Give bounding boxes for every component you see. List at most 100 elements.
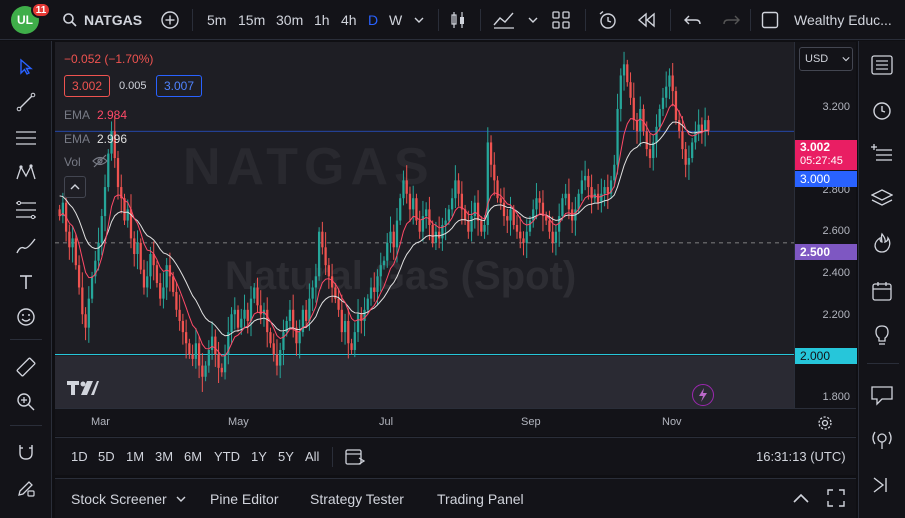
candle-body — [635, 120, 639, 132]
candle-body — [661, 97, 665, 109]
lock-drawing-tool[interactable] — [12, 474, 40, 502]
tab-stock-screener[interactable]: Stock Screener — [71, 490, 167, 507]
interval-1h[interactable]: 1h — [314, 12, 330, 28]
trendline-tool[interactable] — [12, 88, 40, 116]
zoom-tool[interactable] — [12, 388, 40, 416]
range-all[interactable]: All — [305, 449, 320, 464]
candle-body — [178, 309, 181, 321]
text-tool[interactable] — [12, 268, 40, 296]
chart-settings-button[interactable] — [817, 415, 833, 436]
ruler-tool[interactable] — [12, 353, 40, 381]
range-1d[interactable]: 1D — [71, 449, 88, 464]
expand-panel-button[interactable] — [792, 491, 810, 507]
tab-pine-editor[interactable]: Pine Editor — [210, 490, 279, 507]
chats-button[interactable] — [868, 381, 896, 409]
chart-pane[interactable]: NATGAS Natural Gas (Spot) −0.052 (−1.70%… — [55, 42, 857, 436]
price-axis[interactable]: USD 3.200 2.800 2.600 2.400 2.200 1.800 … — [794, 42, 857, 408]
candle-body — [506, 216, 509, 221]
maximize-panel-button[interactable] — [827, 489, 845, 510]
candle-body — [162, 287, 165, 299]
candle-body — [606, 187, 609, 194]
bid-price-box[interactable]: 3.002 — [64, 75, 110, 97]
candle-body — [340, 309, 343, 333]
tab-trading-panel[interactable]: Trading Panel — [437, 490, 524, 507]
utc-clock[interactable]: 16:31:13 (UTC) — [756, 449, 846, 464]
candle-body — [149, 254, 152, 277]
candle-body — [253, 287, 256, 299]
stock-screener-dropdown[interactable] — [176, 491, 186, 507]
time-axis[interactable]: Mar May Jul Sep Nov — [55, 408, 856, 436]
interval-d[interactable]: D — [368, 12, 379, 28]
ema-fast-value: 2.984 — [97, 108, 128, 122]
tab-strategy-tester[interactable]: Strategy Tester — [310, 490, 404, 507]
candle-body — [486, 142, 489, 225]
interval-dropdown[interactable] — [414, 0, 424, 40]
price-label-2200: 2.200 — [822, 309, 850, 321]
range-ytd[interactable]: YTD — [214, 449, 240, 464]
candle-body — [113, 131, 116, 159]
scripts-button[interactable] — [868, 471, 896, 499]
compare-symbol-button[interactable] — [160, 0, 180, 40]
alerts-button[interactable] — [868, 96, 896, 124]
alert-button[interactable] — [598, 0, 618, 40]
emoji-tool[interactable] — [12, 303, 40, 331]
range-5y[interactable]: 5Y — [278, 449, 294, 464]
layers-button[interactable] — [868, 184, 896, 212]
indicators-dropdown[interactable] — [528, 0, 538, 40]
range-1y[interactable]: 1Y — [251, 449, 267, 464]
magnet-tool[interactable] — [12, 438, 40, 466]
candle-body — [376, 276, 379, 292]
layouts-button[interactable] — [552, 0, 570, 40]
candle-body — [395, 220, 399, 248]
candles-icon — [451, 12, 464, 28]
ask-price-box[interactable]: 3.007 — [156, 75, 202, 97]
redo-button[interactable] — [722, 0, 740, 40]
candle-body — [554, 231, 558, 243]
range-1m[interactable]: 1M — [126, 449, 145, 464]
pattern-tool[interactable] — [12, 159, 40, 187]
watchlist-button[interactable] — [868, 51, 896, 79]
candle-body — [470, 216, 473, 232]
chart-type-button[interactable] — [449, 0, 467, 40]
streams-button[interactable] — [868, 426, 896, 454]
range-3m[interactable]: 3M — [155, 449, 174, 464]
volume-visibility-toggle[interactable] — [92, 154, 108, 173]
account-name[interactable]: Wealthy Educ... — [794, 12, 892, 28]
layout-toggle-button[interactable] — [761, 0, 779, 40]
indicators-button[interactable] — [493, 0, 515, 40]
time-label-sep: Sep — [521, 416, 541, 428]
interval-w[interactable]: W — [389, 12, 403, 28]
events-button[interactable] — [692, 384, 714, 406]
data-window-button[interactable] — [868, 140, 896, 168]
tradingview-logo[interactable] — [67, 380, 99, 401]
candle-body — [175, 291, 178, 310]
interval-30m[interactable]: 30m — [276, 12, 304, 28]
brush-tool[interactable] — [12, 232, 40, 260]
interval-5m[interactable]: 5m — [207, 12, 227, 28]
candle-body — [545, 216, 548, 221]
range-6m[interactable]: 6M — [184, 449, 203, 464]
undo-button[interactable] — [684, 0, 702, 40]
candle-body — [480, 220, 483, 232]
calendar-button[interactable] — [868, 277, 896, 305]
currency-selector[interactable]: USD — [799, 47, 853, 71]
fib-tool[interactable] — [12, 196, 40, 224]
symbol-search-button[interactable]: NATGAS — [62, 0, 142, 40]
candle-body — [155, 265, 159, 284]
candle-body — [295, 327, 298, 344]
range-5d[interactable]: 5D — [98, 449, 115, 464]
bar-countdown: 05:27:45 — [800, 155, 843, 167]
replay-button[interactable] — [637, 0, 657, 40]
horizontal-lines-tool[interactable] — [12, 124, 40, 152]
cursor-tool[interactable] — [12, 53, 40, 81]
collapse-legend-button[interactable] — [64, 176, 86, 198]
hotlists-button[interactable] — [868, 229, 896, 257]
ideas-button[interactable] — [868, 321, 896, 349]
interval-15m[interactable]: 15m — [238, 12, 266, 28]
interval-4h[interactable]: 4h — [341, 12, 357, 28]
time-label-mar: Mar — [91, 416, 110, 428]
goto-date-button[interactable] — [345, 447, 366, 470]
candle-body — [282, 332, 285, 350]
volume-label: Vol — [64, 155, 81, 169]
candle-body — [379, 265, 382, 277]
